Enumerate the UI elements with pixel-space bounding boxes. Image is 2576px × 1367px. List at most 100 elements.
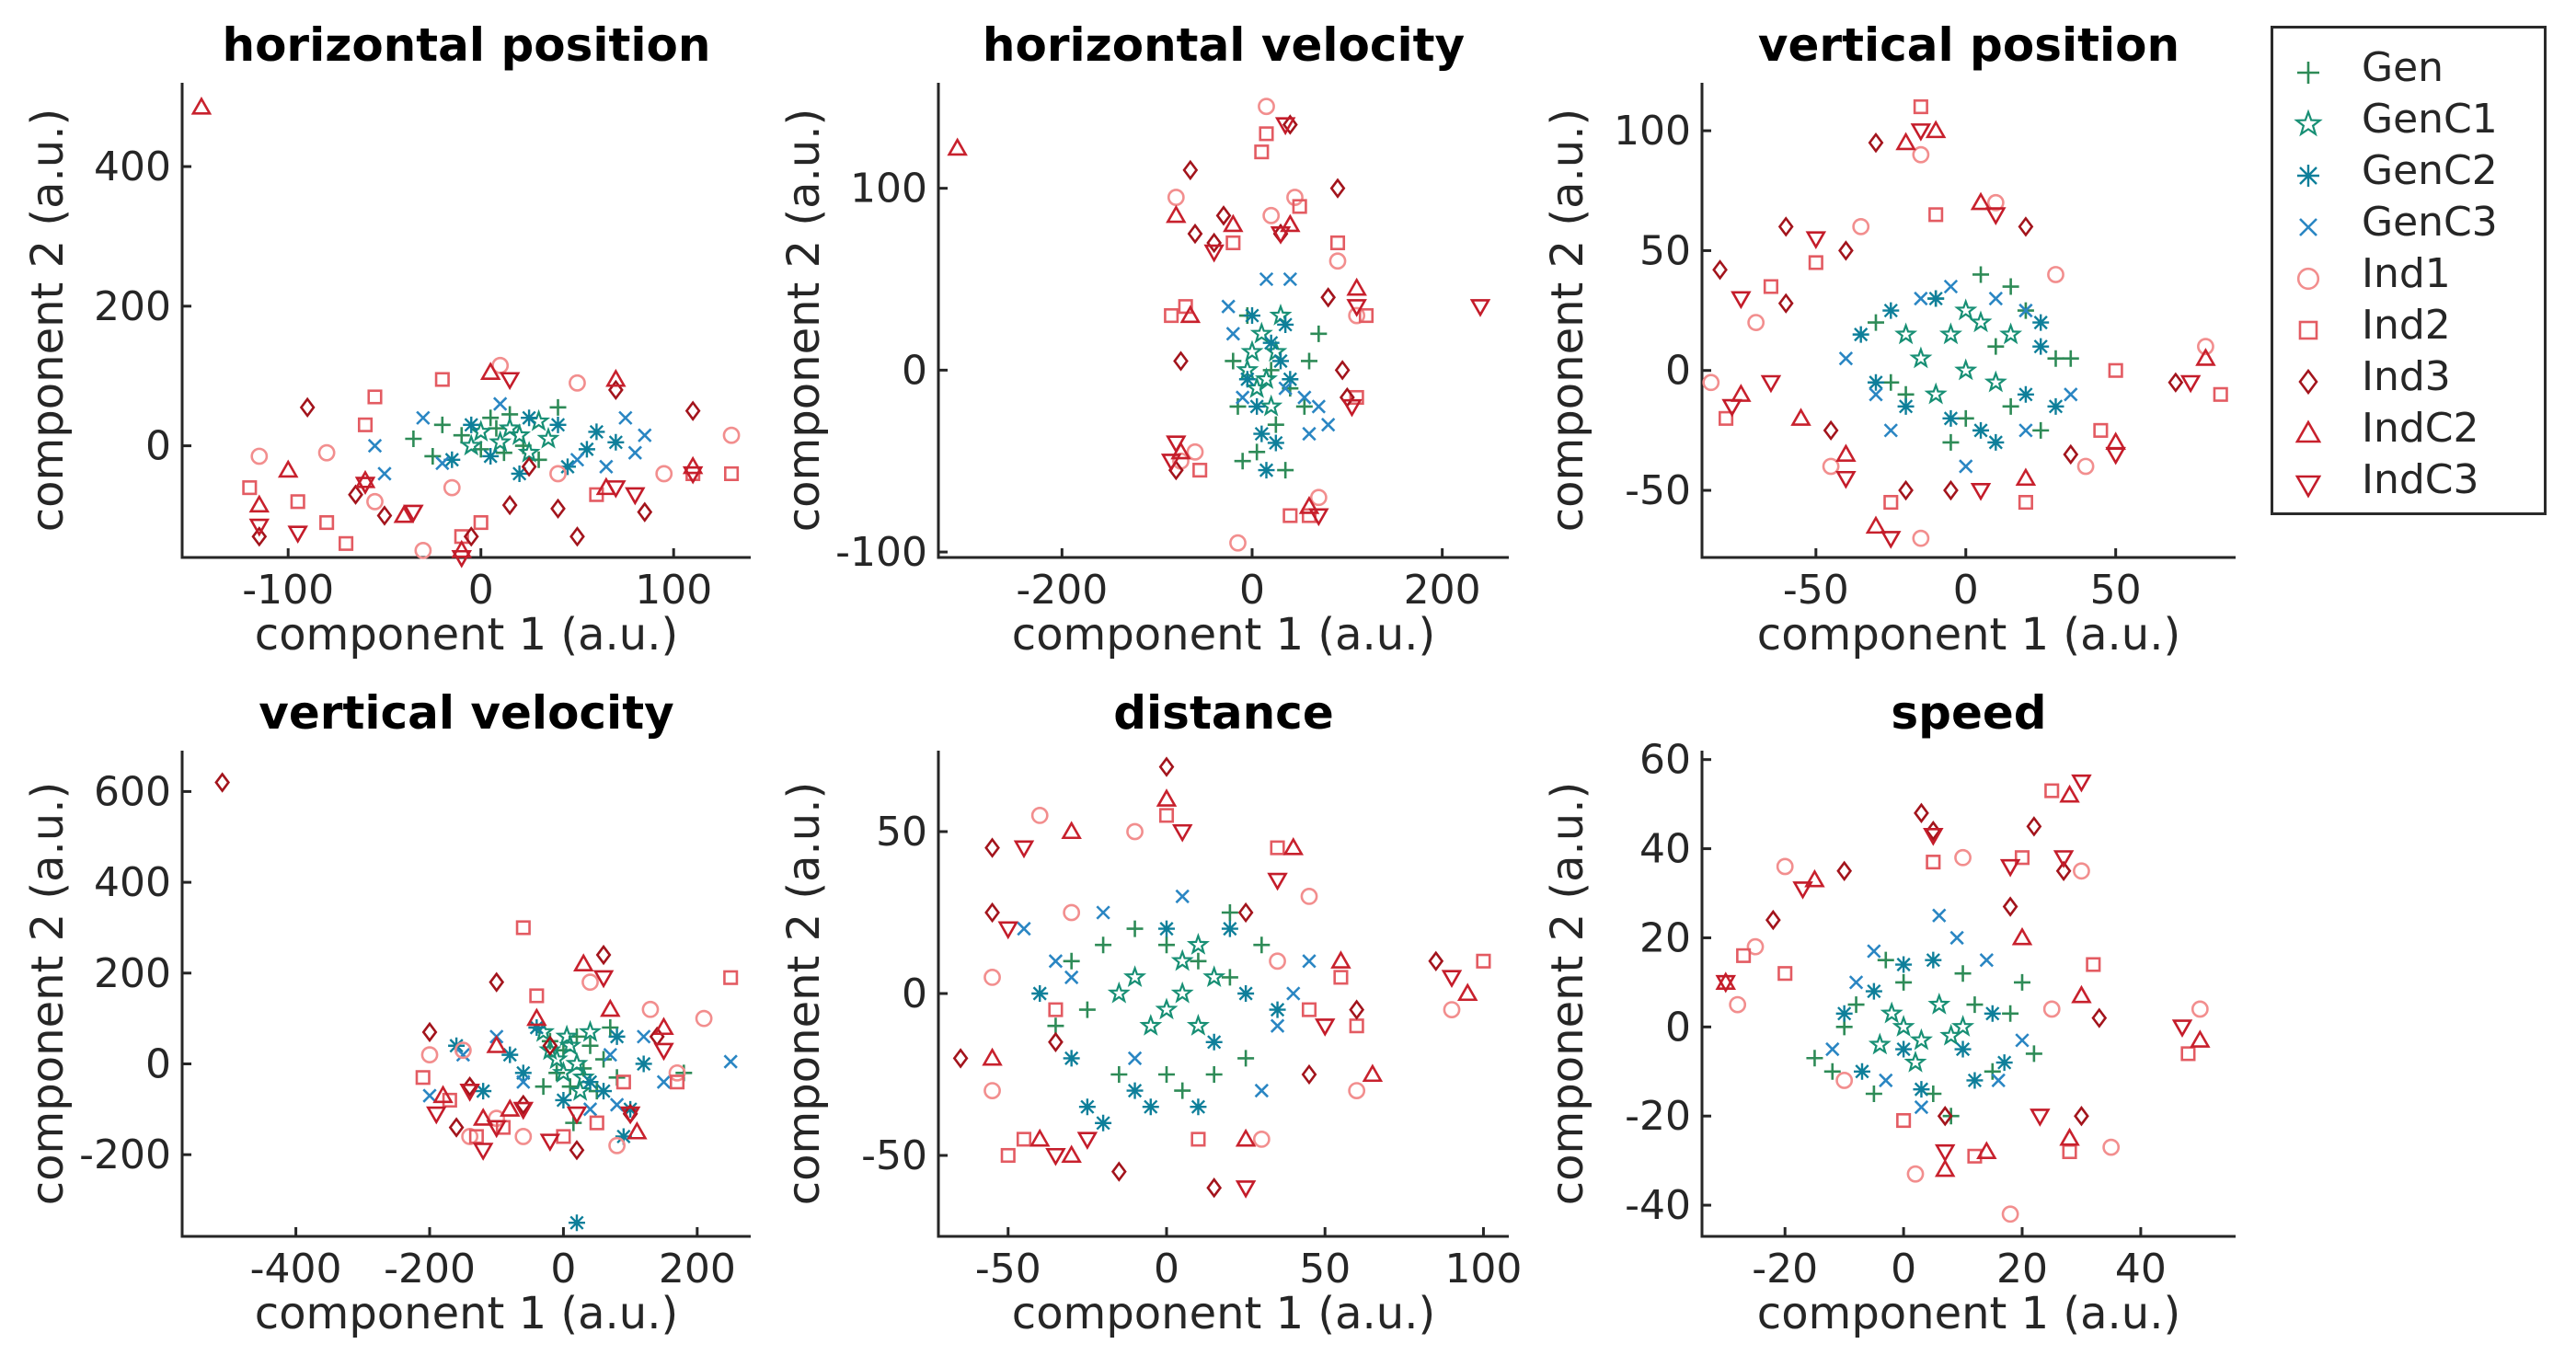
data-point <box>1937 1106 1953 1127</box>
data-point <box>1096 905 1110 920</box>
data-point <box>599 459 614 475</box>
y-tick-label: 50 <box>1639 227 1691 274</box>
data-point <box>1164 308 1179 324</box>
data-point <box>1441 970 1463 989</box>
data-point <box>1270 226 1292 245</box>
data-point <box>569 1078 592 1101</box>
data-point <box>1912 145 1930 164</box>
data-point <box>287 525 308 545</box>
series-GenC2 <box>1852 290 2064 451</box>
data-point <box>1943 279 1959 294</box>
x-tick-label: 0 <box>550 1246 576 1292</box>
data-point <box>1972 266 1990 283</box>
data-point <box>1923 827 1944 846</box>
data-point <box>1166 435 1187 454</box>
legend-marker-triangle-down-icon <box>2294 475 2322 499</box>
data-point <box>514 1128 533 1145</box>
data-point <box>376 505 393 526</box>
data-point <box>1292 199 1307 214</box>
series-Ind3 <box>1167 114 1355 481</box>
data-point <box>1822 457 1840 476</box>
x-axis-label: component 1 (a.u.) <box>1757 609 2180 661</box>
data-point <box>1223 213 1244 233</box>
data-point <box>1805 231 1827 250</box>
x-tick-label: 0 <box>1891 1246 1916 1292</box>
data-point <box>2073 862 2090 880</box>
y-tick-label: 0 <box>902 347 927 394</box>
x-tick-label: -20 <box>1752 1246 1818 1292</box>
series-IndC2 <box>1715 784 2211 1177</box>
data-point <box>1966 1072 1984 1089</box>
data-point <box>561 1078 579 1096</box>
data-point <box>214 772 230 793</box>
legend-marker-plus-icon <box>2297 62 2319 84</box>
data-point <box>501 494 518 516</box>
data-point <box>1186 442 1204 461</box>
data-point <box>482 447 500 465</box>
series-GenC2 <box>1835 951 2013 1098</box>
data-point <box>568 1214 585 1232</box>
data-point <box>367 438 383 454</box>
y-tick-label: -20 <box>1625 1093 1691 1140</box>
legend-item-genc2: GenC2 <box>2273 144 2544 198</box>
data-point <box>1895 132 1916 151</box>
data-point <box>1903 1050 1927 1073</box>
data-point <box>1763 279 1778 294</box>
data-point <box>2063 443 2079 465</box>
data-point <box>1895 973 1913 991</box>
data-point <box>1959 459 1973 474</box>
x-tick-label: 0 <box>1239 567 1265 614</box>
data-point <box>1865 1085 1882 1102</box>
data-point <box>1825 1041 1840 1057</box>
series-Ind1 <box>983 807 1461 1148</box>
data-point <box>1836 860 1853 881</box>
data-point <box>339 535 354 551</box>
data-point <box>463 526 479 547</box>
data-point <box>414 542 432 559</box>
series-GenC1 <box>1894 298 2023 405</box>
data-point <box>603 1047 617 1063</box>
series-GenC3 <box>422 1029 738 1117</box>
data-point <box>459 433 483 456</box>
data-point <box>2168 372 2184 393</box>
data-point <box>1895 956 1913 973</box>
data-point <box>983 969 1001 986</box>
data-point <box>2002 278 2019 295</box>
data-point <box>1300 888 1318 905</box>
data-point <box>486 1035 507 1053</box>
data-point <box>2026 816 2042 837</box>
data-point <box>1456 982 1478 1002</box>
data-point <box>2001 1205 2019 1223</box>
series-Ind3 <box>952 756 1444 1199</box>
y-tick-label: 60 <box>1639 737 1691 784</box>
panel-title: vertical position <box>1758 18 2179 72</box>
data-point <box>2042 1000 2061 1018</box>
data-point <box>2053 850 2075 868</box>
data-point <box>1240 339 1264 362</box>
data-point <box>2102 1138 2121 1156</box>
data-point <box>1262 334 1280 351</box>
data-point <box>638 428 652 442</box>
data-point <box>473 515 489 531</box>
data-point <box>1970 482 1992 501</box>
data-point <box>319 515 335 531</box>
data-point <box>615 1074 631 1090</box>
legend-item-gen: Gen <box>2273 41 2544 95</box>
data-point <box>1954 358 1978 381</box>
data-point <box>1731 384 1752 402</box>
data-point <box>566 1106 588 1125</box>
data-point <box>1078 1098 1096 1116</box>
data-point <box>1258 98 1275 116</box>
data-point <box>605 368 627 387</box>
series-Ind1 <box>420 973 713 1154</box>
data-point <box>2171 1019 2193 1038</box>
series-Ind2 <box>1719 99 2228 511</box>
data-point <box>1253 425 1271 442</box>
data-point <box>1731 291 1752 310</box>
legend-item-ind3: Ind3 <box>2273 350 2544 404</box>
data-point <box>1883 423 1898 438</box>
y-axis-label: component 2 (a.u.) <box>778 782 830 1205</box>
y-tick-label: -100 <box>835 529 927 576</box>
data-point <box>1938 322 1963 345</box>
